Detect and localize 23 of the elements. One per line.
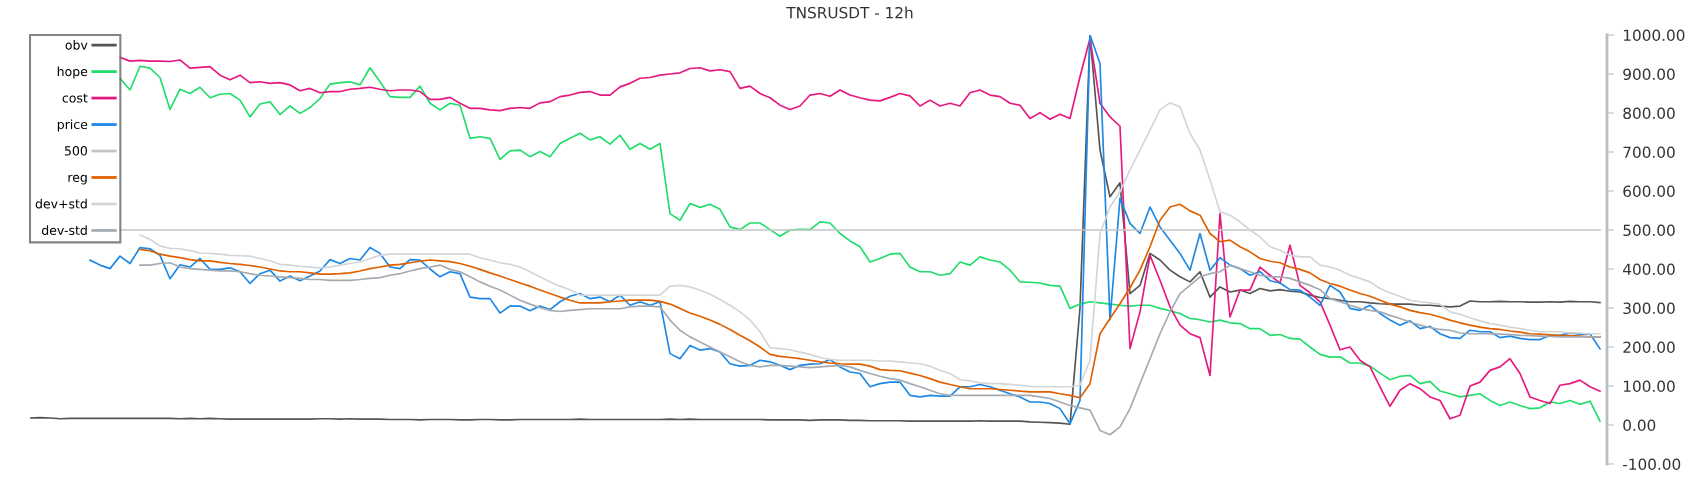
y-tick-label: 800.00 [1623,107,1675,120]
legend-label: price [57,119,88,132]
y-tick-label: 700.00 [1623,146,1675,159]
y-tick-label: 1000.00 [1623,29,1685,42]
y-tick-label: 400.00 [1623,263,1675,276]
y-tick-label: 200.00 [1623,341,1675,354]
line-series [139,102,1601,388]
legend-label: cost [62,93,88,103]
legend-label: reg [68,174,87,185]
legend-label: 500 [64,146,88,156]
y-tick-label: 900.00 [1623,68,1675,81]
y-tick-label: 600.00 [1623,185,1675,198]
y-tick-label: 500.00 [1623,224,1675,237]
legend-label: obv [65,40,88,50]
y-tick-label: -100.00 [1623,458,1681,471]
y-tick-label: 300.00 [1623,302,1675,315]
legend-label: dev-std [41,225,87,235]
y-tick-label: 0.00 [1623,419,1656,432]
legend-label: dev+std [35,198,87,209]
legend-label: hope [57,66,88,79]
y-tick-label: 100.00 [1623,380,1675,393]
line-series [139,261,1601,436]
chart-title: TNSRUSDT - 12h [786,6,913,19]
